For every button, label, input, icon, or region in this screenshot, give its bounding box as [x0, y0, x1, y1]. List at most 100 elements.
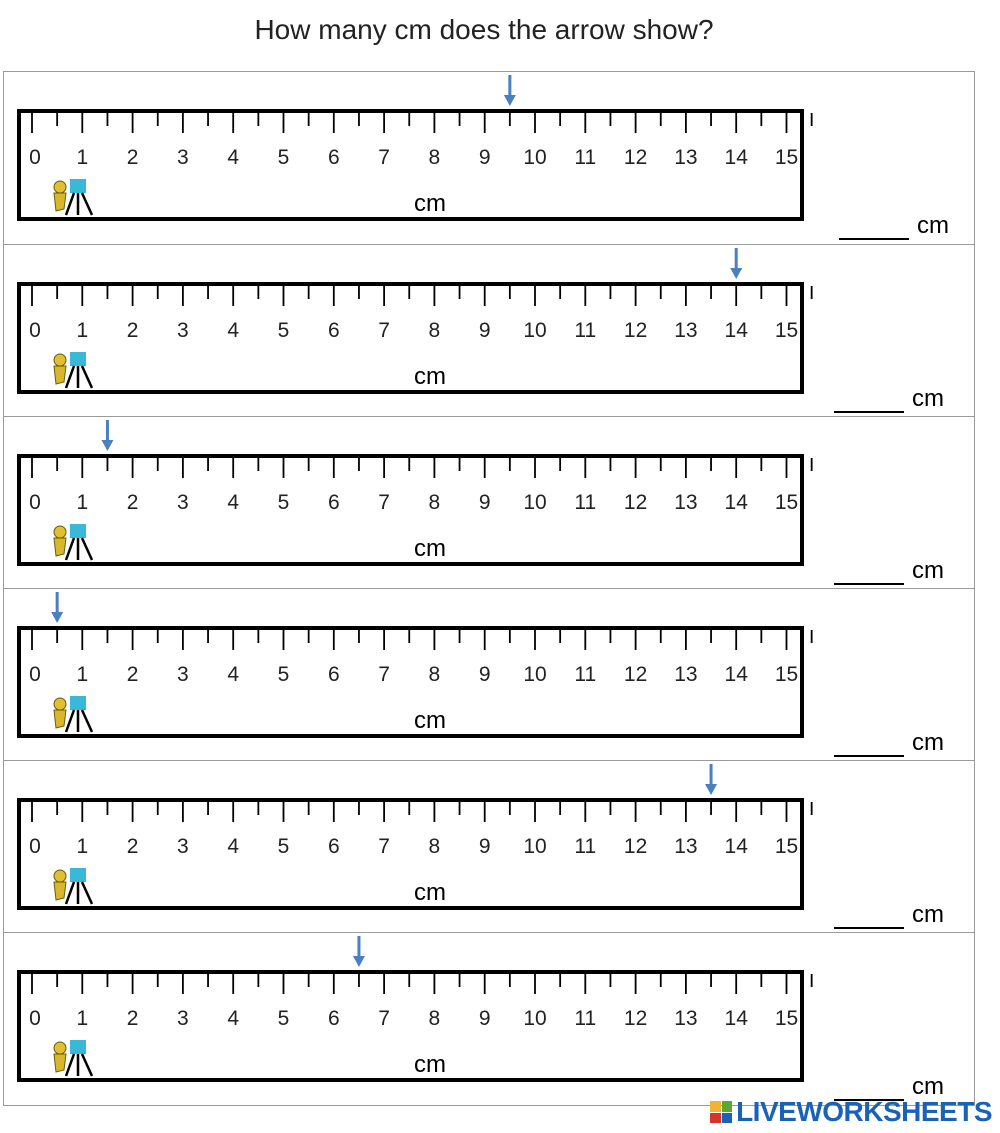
easel-board [70, 696, 86, 710]
ruler-unit-label: cm [414, 879, 446, 906]
ruler: 0 1 2 3 4 5 6 7 8 9 10 11 12 13 14 15 [17, 592, 813, 738]
ruler-number: 3 [177, 1007, 189, 1030]
ruler-number: 15 [775, 1007, 798, 1030]
answer-blank[interactable] [839, 216, 909, 240]
ruler-number: 14 [725, 835, 749, 858]
figure-head [53, 353, 67, 367]
ruler-body [17, 109, 804, 221]
question-row: 0 1 2 3 4 5 6 7 8 9 10 11 12 13 14 15 cm cm [4, 244, 974, 417]
ruler-number: 15 [775, 491, 798, 514]
ruler-number: 1 [76, 319, 88, 342]
ruler-number: 12 [624, 1007, 647, 1030]
answer-unit: cm [912, 1073, 944, 1100]
figure-head [53, 869, 67, 883]
ruler-number: 12 [624, 319, 647, 342]
ruler-number: 8 [429, 835, 441, 858]
ruler-number: 13 [674, 146, 697, 169]
ruler-number: 8 [429, 319, 441, 342]
ruler-unit-label: cm [414, 190, 446, 217]
question-row: 0 1 2 3 4 5 6 7 8 9 10 11 12 13 14 15 cm cm [4, 760, 974, 933]
ruler-number: 2 [127, 146, 139, 169]
easel-legs [64, 709, 94, 733]
ruler-number: 2 [127, 1007, 139, 1030]
answer-unit: cm [912, 901, 944, 928]
ruler-number: 11 [574, 835, 596, 858]
liveworksheets-logo-text: LIVEWORKSHEETS [736, 1096, 992, 1127]
ruler-number: 13 [674, 319, 697, 342]
answer-blank[interactable] [834, 905, 904, 929]
answer-field[interactable]: cm [839, 212, 949, 240]
ruler-number: 14 [725, 1007, 749, 1030]
arrow-head [730, 268, 743, 279]
ruler-number: 12 [624, 835, 647, 858]
answer-field[interactable]: cm [834, 385, 944, 413]
ruler-number: 12 [624, 146, 647, 169]
answer-blank[interactable] [834, 1077, 904, 1101]
ruler-number: 5 [278, 491, 290, 514]
ruler-number: 14 [725, 663, 749, 686]
ruler-number: 9 [479, 319, 491, 342]
ruler-character-icon [53, 352, 94, 389]
ruler-number: 11 [574, 146, 596, 169]
ruler-number: 5 [278, 146, 290, 169]
ruler-body [17, 798, 804, 910]
ruler-number: 14 [725, 319, 749, 342]
figure-body [53, 881, 67, 901]
ruler-number: 4 [227, 491, 239, 514]
answer-field[interactable]: cm [834, 557, 944, 585]
answer-field[interactable]: cm [834, 901, 944, 929]
arrow-head [352, 956, 365, 967]
ruler-number: 13 [674, 835, 697, 858]
ruler: 0 1 2 3 4 5 6 7 8 9 10 11 12 13 14 15 [17, 764, 813, 910]
liveworksheets-logo-icon [710, 1101, 733, 1123]
figure-body [53, 1053, 67, 1073]
ruler: 0 1 2 3 4 5 6 7 8 9 10 11 12 13 14 15 [17, 75, 813, 221]
ruler-number: 2 [127, 835, 139, 858]
ruler-unit-label: cm [414, 363, 446, 390]
ruler-number: 8 [429, 146, 441, 169]
ruler-number: 4 [227, 1007, 239, 1030]
question-row: 0 1 2 3 4 5 6 7 8 9 10 11 12 13 14 15 cm cm [4, 588, 974, 761]
ruler-number: 13 [674, 663, 697, 686]
ruler-number: 5 [278, 663, 290, 686]
ruler-number: 14 [725, 146, 749, 169]
ruler-number: 3 [177, 663, 189, 686]
ruler-number: 13 [674, 491, 697, 514]
answer-blank[interactable] [834, 389, 904, 413]
ruler-number: 10 [523, 663, 546, 686]
ruler-number: 3 [177, 491, 189, 514]
ruler-number: 12 [624, 491, 647, 514]
ruler-number: 15 [775, 146, 798, 169]
figure-body [53, 537, 67, 557]
ruler-number: 11 [574, 319, 596, 342]
answer-blank[interactable] [834, 561, 904, 585]
answer-unit: cm [912, 557, 944, 584]
ruler-character-icon [53, 696, 94, 733]
answer-field[interactable]: cm [834, 1073, 944, 1101]
ruler-number: 0 [29, 663, 41, 686]
ruler-body [17, 282, 804, 394]
ruler-body [17, 626, 804, 738]
ruler-number: 3 [177, 146, 189, 169]
ruler-number: 8 [429, 491, 441, 514]
ruler-number: 0 [29, 1007, 41, 1030]
ruler-number: 7 [378, 491, 390, 514]
easel-legs [64, 881, 94, 905]
answer-field[interactable]: cm [834, 729, 944, 757]
ruler-number: 7 [378, 319, 390, 342]
answer-blank[interactable] [834, 733, 904, 757]
ruler-number: 6 [328, 663, 340, 686]
ruler-number: 8 [429, 663, 441, 686]
ruler-number: 6 [328, 491, 340, 514]
ruler-number: 1 [76, 663, 88, 686]
arrow-head [705, 784, 718, 795]
ruler-number: 7 [378, 146, 390, 169]
ruler-number: 4 [227, 319, 239, 342]
ruler-number: 11 [574, 663, 596, 686]
ruler-number: 4 [227, 146, 239, 169]
ruler: 0 1 2 3 4 5 6 7 8 9 10 11 12 13 14 15 [17, 420, 813, 566]
ruler-number: 5 [278, 835, 290, 858]
ruler-number: 9 [479, 1007, 491, 1030]
easel-board [70, 1040, 86, 1054]
